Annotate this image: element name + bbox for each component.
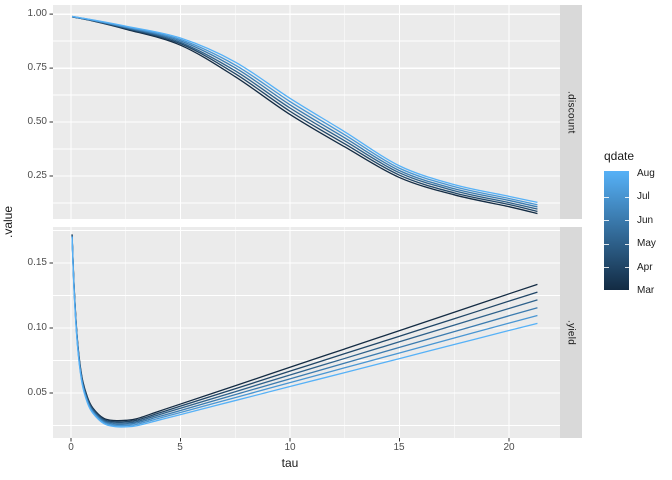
y-tick-label: 0.05 xyxy=(27,387,47,398)
legend-label: May xyxy=(637,238,656,250)
legend-tick-mark xyxy=(604,196,609,198)
y-tick-label: 0.15 xyxy=(27,257,47,268)
x-tick-label: 15 xyxy=(393,442,405,453)
legend-label: Aug xyxy=(637,168,655,179)
y-axis-title: .value xyxy=(1,205,15,239)
y-tick-label: 0.25 xyxy=(27,170,47,181)
legend-tick-mark xyxy=(604,243,609,245)
facet-strip-label: .yield xyxy=(565,319,577,346)
x-axis-title: tau xyxy=(281,456,299,470)
x-tick-label: 0 xyxy=(68,442,74,453)
panel-yield xyxy=(53,227,560,438)
y-tick-label: 0.10 xyxy=(27,322,47,333)
legend-label: Mar xyxy=(637,285,655,296)
series-line-Aug-yield xyxy=(71,236,538,428)
legend-tick-mark xyxy=(624,267,629,269)
legend-colorbar xyxy=(604,171,629,290)
facet-strip-label: .discount xyxy=(565,90,577,134)
legend-label: Jul xyxy=(637,191,650,203)
legend-label: Jun xyxy=(637,214,654,226)
legend-tick-mark xyxy=(624,196,629,198)
x-tick-label: 10 xyxy=(284,442,296,453)
legend-label: Apr xyxy=(637,261,653,273)
legend-tick-mark xyxy=(624,243,629,245)
legend-tick-mark xyxy=(624,220,629,222)
facet-strip-discount: .discount xyxy=(560,5,582,219)
x-tick-label: 20 xyxy=(503,442,515,453)
facet-strip-yield: .yield xyxy=(560,227,582,438)
legend-tick-mark xyxy=(604,220,609,222)
y-tick-label: 0.50 xyxy=(27,116,47,127)
legend-tick-mark xyxy=(604,267,609,269)
y-tick-label: 0.75 xyxy=(27,62,47,73)
series-line-Aug-discount xyxy=(71,15,538,204)
x-tick-label: 5 xyxy=(177,442,183,453)
y-tick-label: 1.00 xyxy=(27,8,47,19)
legend-title: qdate xyxy=(604,149,635,163)
